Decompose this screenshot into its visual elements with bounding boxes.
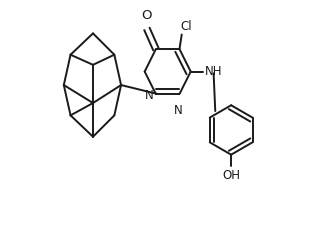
Text: O: O [142,9,152,22]
Text: N: N [145,88,154,101]
Text: N: N [174,104,183,117]
Text: Cl: Cl [180,20,192,33]
Text: NH: NH [205,65,223,78]
Text: OH: OH [222,168,240,181]
